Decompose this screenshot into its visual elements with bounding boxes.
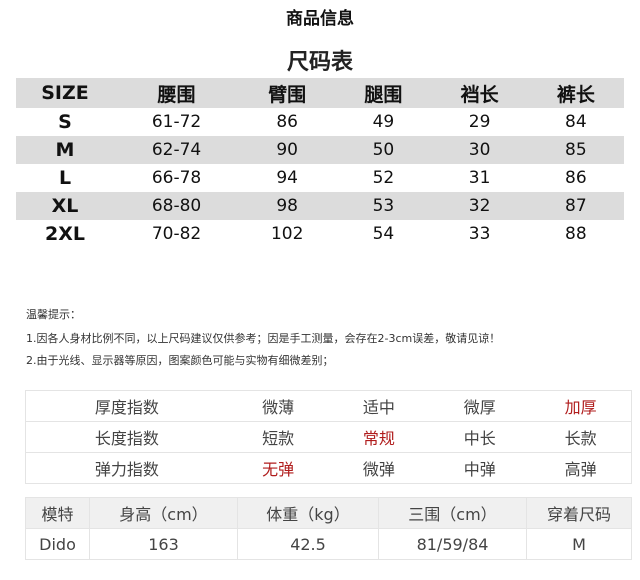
size-label: S [58,111,72,133]
header-cell: 裆长 [431,78,528,108]
size-label: XL [16,192,114,220]
attribute-option-selected: 常规 [328,421,430,453]
tips-heading: 温馨提示： [26,308,81,321]
tip-line: 1.因各人身材比例不同，以上尺码建议仅供参考；因是手工测量，会存在2-3cm误差… [26,332,501,345]
model-row: Dido 163 42.5 81/59/84 M [25,528,632,560]
header-cell: 臂围 [239,78,336,108]
size-label: M [16,136,114,164]
size-cell: 84 [565,112,587,132]
header-cell: SIZE [16,78,114,108]
size-cell: 53 [335,192,432,220]
attribute-row: 厚度指数 微薄 适中 微厚 加厚 [25,390,632,422]
attribute-option-selected: 无弹 [227,452,329,484]
size-cell: 98 [239,192,336,220]
size-row: M 62-74 90 50 30 85 [16,136,624,164]
size-cell: 70-82 [151,224,202,244]
size-cell: 54 [372,224,395,244]
page-title: 商品信息 [286,9,354,29]
size-chart-table: SIZE 腰围 臂围 腿围 裆长 裤长 S 61-72 86 49 29 84 M 62-74… [16,78,624,248]
size-cell: 32 [431,192,528,220]
size-cell: 66-78 [151,168,202,188]
model-cell: 81/59/84 [378,528,527,560]
size-row: S 61-72 86 49 29 84 [16,108,624,136]
size-cell: 30 [431,136,528,164]
size-cell: 86 [276,112,298,132]
size-cell: 29 [468,112,491,132]
size-cell: 31 [468,168,491,188]
attribute-option-selected: 加厚 [530,390,632,422]
size-cell: 102 [270,224,304,244]
model-cell: Dido [25,528,90,560]
size-row: XL 68-80 98 53 32 87 [16,192,624,220]
header-cell: 腰围 [114,78,240,108]
size-cell: 68-80 [114,192,240,220]
attribute-option: 微弹 [328,452,430,484]
size-cell: 33 [468,224,491,244]
attribute-option: 高弹 [530,452,632,484]
header-cell: 体重（kg） [237,497,379,529]
size-cell: 52 [372,168,395,188]
attribute-option: 适中 [328,390,430,422]
attribute-label: 长度指数 [25,421,228,453]
size-cell: 86 [565,168,587,188]
model-header: 模特 身高（cm） 体重（kg） 三围（cm） 穿着尺码 [25,497,632,529]
header-cell: 腿围 [335,78,432,108]
size-cell: 90 [239,136,336,164]
header-cell: 三围（cm） [378,497,527,529]
header-cell: 身高（cm） [89,497,238,529]
attribute-option: 长款 [530,421,632,453]
size-cell: 62-74 [114,136,240,164]
header-cell: 模特 [25,497,90,529]
attribute-label: 厚度指数 [25,390,228,422]
size-cell: 88 [565,224,587,244]
attribute-row: 弹力指数 无弹 微弹 中弹 高弹 [25,452,632,484]
attribute-option: 短款 [227,421,329,453]
model-cell: M [526,528,632,560]
attribute-option: 微薄 [227,390,329,422]
size-cell: 49 [372,112,395,132]
size-row: L 66-78 94 52 31 86 [16,164,624,192]
size-label: 2XL [45,223,85,245]
attribute-label: 弹力指数 [25,452,228,484]
size-row: 2XL 70-82 102 54 33 88 [16,220,624,248]
header-cell: 裤长 [527,78,624,108]
size-cell: 85 [527,136,624,164]
header-cell: 穿着尺码 [526,497,632,529]
size-cell: 94 [276,168,298,188]
size-cell: 50 [335,136,432,164]
attribute-row: 长度指数 短款 常规 中长 长款 [25,421,632,453]
tip-line: 2.由于光线、显示器等原因，图案颜色可能与实物有细微差别； [26,354,334,367]
attribute-option: 中弹 [429,452,531,484]
size-chart-header: SIZE 腰围 臂围 腿围 裆长 裤长 [16,78,624,108]
size-cell: 87 [527,192,624,220]
attribute-option: 微厚 [429,390,531,422]
model-cell: 163 [89,528,238,560]
model-cell: 42.5 [237,528,379,560]
attribute-option: 中长 [429,421,531,453]
size-cell: 61-72 [151,112,202,132]
size-chart-title: 尺码表 [286,50,353,75]
size-label: L [58,167,72,189]
attribute-table: 厚度指数 微薄 适中 微厚 加厚 长度指数 短款 常规 中长 长款 弹力指数 无弹 微弹 中弹 高弹 [25,390,632,484]
model-table: 模特 身高（cm） 体重（kg） 三围（cm） 穿着尺码 Dido 163 42… [25,497,632,560]
